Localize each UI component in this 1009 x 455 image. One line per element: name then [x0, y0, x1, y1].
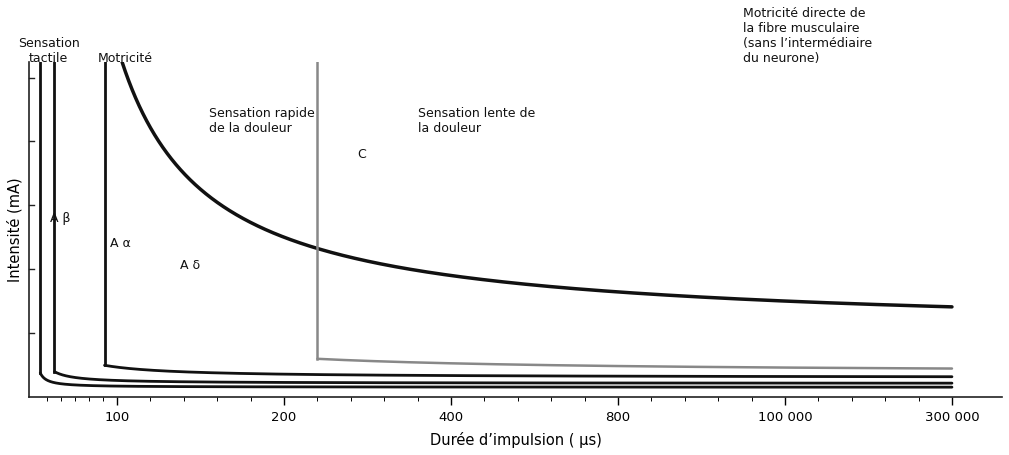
- Y-axis label: Intensité (mA): Intensité (mA): [7, 177, 22, 282]
- Text: Motricité directe de
la fibre musculaire
(sans l’intermédiaire
du neurone): Motricité directe de la fibre musculaire…: [744, 7, 873, 65]
- Text: Sensation lente de
la douleur: Sensation lente de la douleur: [418, 107, 535, 135]
- Text: A α: A α: [110, 237, 131, 250]
- Text: C: C: [357, 148, 366, 161]
- Text: A β: A β: [50, 212, 71, 225]
- Text: Motricité: Motricité: [98, 52, 153, 65]
- Text: Sensation
tactile: Sensation tactile: [18, 37, 80, 65]
- Text: A δ: A δ: [180, 259, 200, 273]
- X-axis label: Durée d’impulsion ( μs): Durée d’impulsion ( μs): [430, 432, 601, 448]
- Text: Sensation rapide
de la douleur: Sensation rapide de la douleur: [209, 107, 315, 135]
